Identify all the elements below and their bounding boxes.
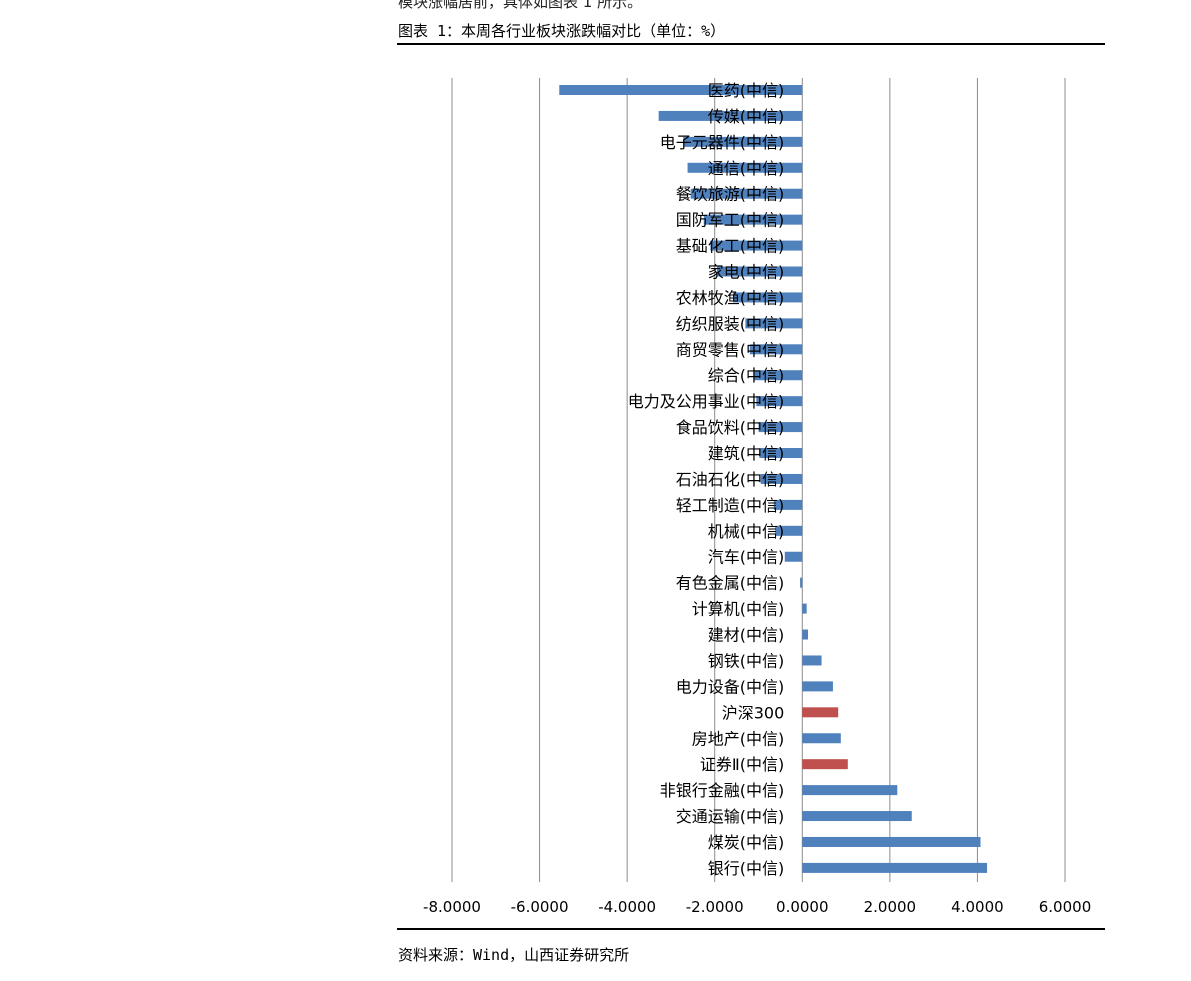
bar [802, 681, 833, 692]
category-label: 电子元器件(中信) [660, 133, 785, 152]
bars [559, 85, 988, 873]
gridlines [451, 78, 1066, 882]
bar [759, 448, 803, 459]
bar [687, 162, 803, 173]
bar [802, 655, 822, 666]
category-label: 有色金属(中信) [676, 574, 785, 593]
category-label: 机械(中信) [708, 522, 785, 541]
bar [760, 473, 803, 484]
x-tick-label: 0.0000 [776, 898, 829, 916]
x-tick-label: -6.0000 [511, 898, 569, 916]
bar [756, 396, 803, 407]
bar [559, 85, 803, 95]
x-axis-tick-labels: -8.0000 -6.0000 -4.0000 -2.0000 0.0000 2.0000… [423, 898, 1091, 916]
category-label: 汽车(中信) [708, 548, 785, 567]
bar [745, 318, 803, 329]
category-label: 煤炭(中信) [708, 833, 785, 852]
preceding-paragraph-fragment: 模块涨幅居前，具体如图表 1 所示。 [398, 0, 643, 11]
category-label: 计算机(中信) [692, 600, 785, 619]
x-tick-label: -8.0000 [423, 898, 481, 916]
category-label: 医药(中信) [708, 81, 785, 100]
category-label: 沪深300 [722, 703, 785, 722]
bar [773, 499, 803, 510]
category-label: 农林牧渔(中信) [676, 288, 785, 307]
bar [749, 344, 803, 355]
category-label: 银行(中信) [708, 859, 785, 878]
category-label: 轻工制造(中信) [676, 496, 785, 515]
bar [775, 525, 803, 536]
category-label: 电力及公用事业(中信) [628, 392, 785, 411]
category-label: 家电(中信) [708, 263, 785, 282]
category-label: 建筑(中信) [708, 444, 785, 463]
category-label: 餐饮旅游(中信) [676, 185, 785, 204]
bar [784, 551, 803, 562]
category-label: 基础化工(中信) [676, 237, 785, 256]
x-tick-label: -4.0000 [598, 898, 656, 916]
bar [710, 240, 803, 251]
bar [802, 811, 912, 822]
bar [802, 759, 848, 770]
category-label: 电力设备(中信) [676, 677, 785, 696]
bar [683, 136, 803, 147]
bar [716, 266, 803, 277]
category-label: 建材(中信) [708, 626, 785, 645]
bar [758, 422, 803, 433]
bar [802, 603, 807, 614]
bar [733, 292, 803, 303]
category-label: 石油石化(中信) [676, 470, 785, 489]
category-label: 商贸零售(中信) [676, 340, 785, 359]
bar [800, 577, 803, 588]
source-note: 资料来源：Wind，山西证券研究所 [398, 946, 630, 964]
category-label: 食品饮料(中信) [676, 418, 785, 437]
category-label: 证券Ⅱ(中信) [700, 755, 784, 774]
category-label: 通信(中信) [708, 159, 785, 178]
caption-rule [397, 43, 1105, 45]
bar [802, 733, 841, 744]
category-label: 综合(中信) [708, 366, 785, 385]
x-tick-label: -2.0000 [686, 898, 744, 916]
category-label: 纺织服装(中信) [676, 314, 785, 333]
industry-return-bar-chart: 医药(中信) 传媒(中信) 电子元器件(中信) 通信(中信) 餐饮旅游(中信) 国防军工(… [423, 78, 1091, 916]
category-label: 国防军工(中信) [676, 211, 785, 230]
bar [802, 629, 808, 640]
category-label: 交通运输(中信) [676, 807, 785, 826]
category-label: 非银行金融(中信) [660, 781, 785, 800]
bar [754, 370, 803, 381]
bar [802, 707, 839, 718]
category-label: 传媒(中信) [708, 107, 785, 126]
bar [802, 836, 981, 847]
x-tick-label: 2.0000 [864, 898, 917, 916]
bar [658, 110, 803, 121]
bar [802, 862, 988, 873]
bar [690, 188, 803, 199]
x-tick-label: 4.0000 [951, 898, 1004, 916]
category-label: 房地产(中信) [692, 729, 785, 748]
category-label: 钢铁(中信) [708, 651, 785, 670]
source-rule [397, 928, 1105, 930]
x-tick-label: 6.0000 [1039, 898, 1092, 916]
bar [703, 214, 803, 225]
figure-caption: 图表 1：本周各行业板块涨跌幅对比（单位：%） [398, 22, 726, 40]
category-labels: 医药(中信) 传媒(中信) 电子元器件(中信) 通信(中信) 餐饮旅游(中信) 国防军工(… [628, 81, 785, 878]
bar [802, 785, 898, 796]
